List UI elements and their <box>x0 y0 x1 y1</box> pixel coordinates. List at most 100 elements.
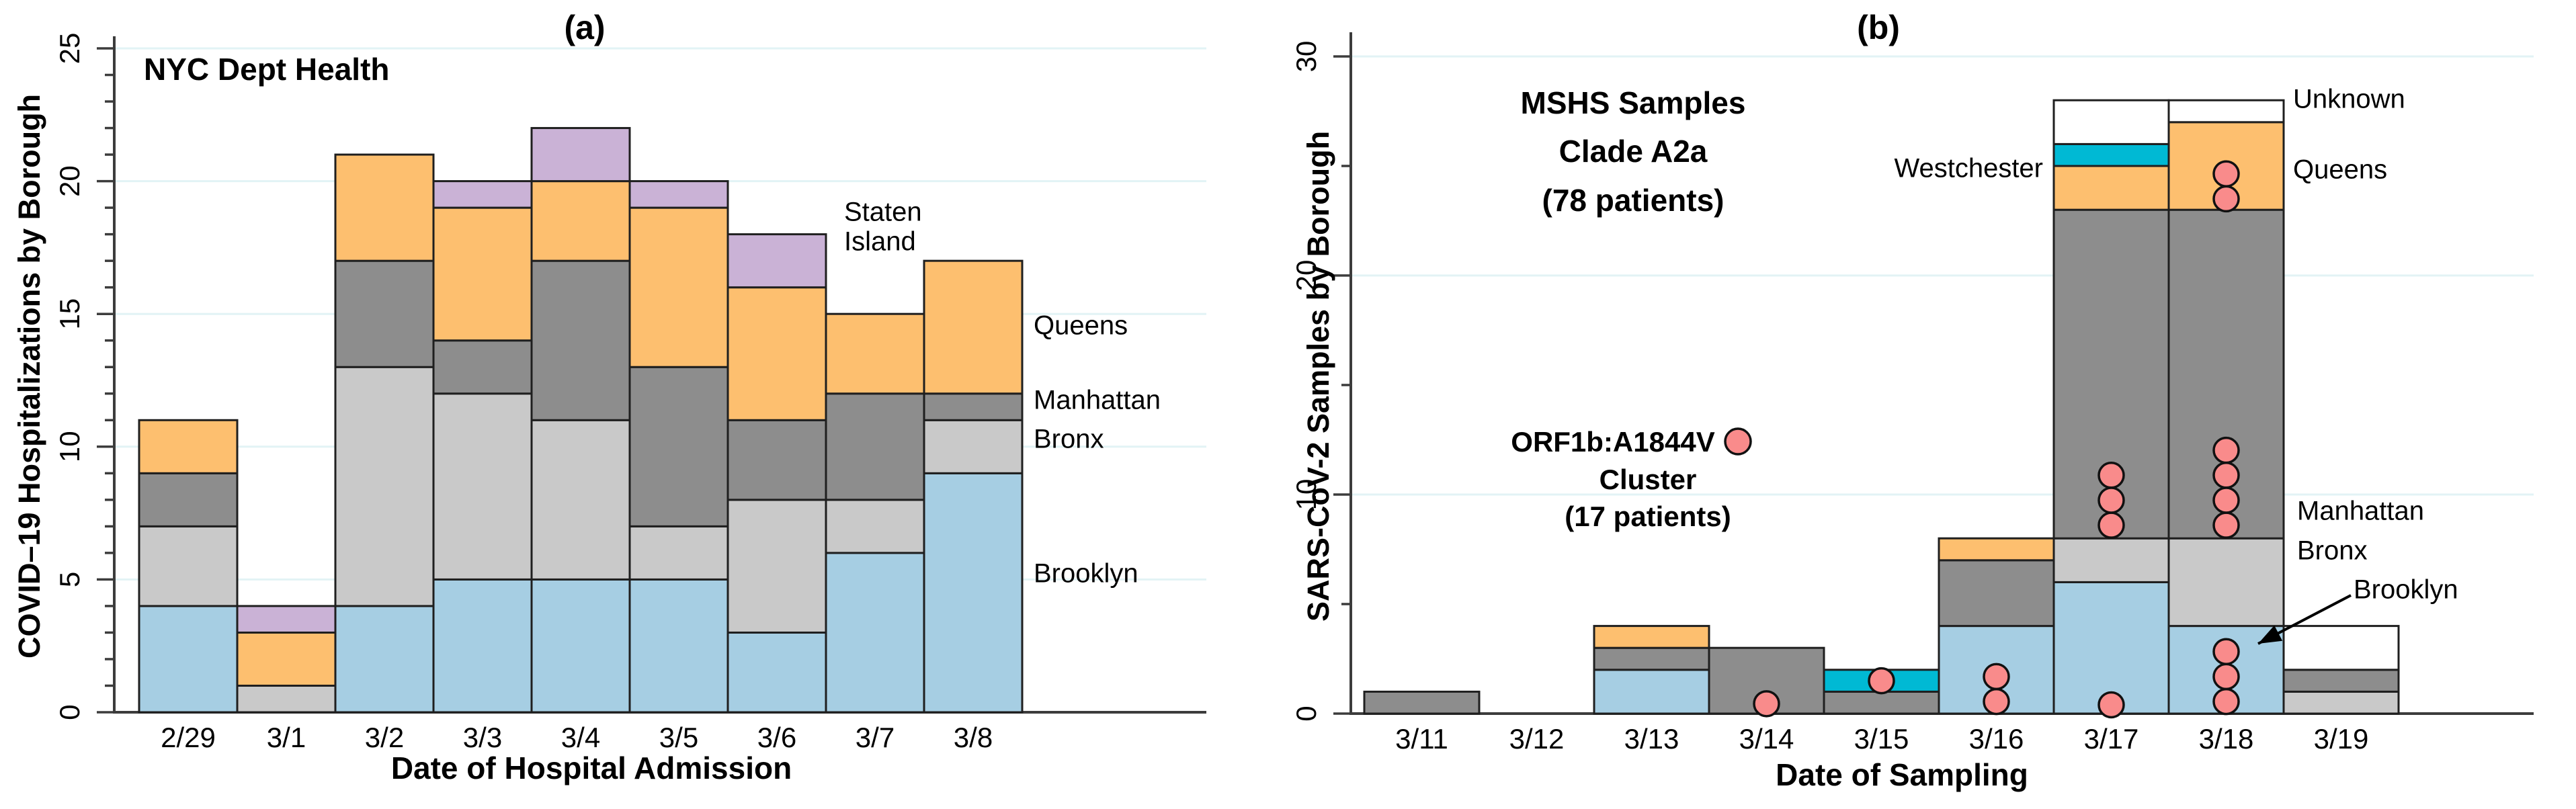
cluster-annotation-line2: Cluster <box>1599 464 1697 495</box>
series-label-b-queens: Queens <box>2293 155 2387 185</box>
bar-segment-a-3/3-manhattan <box>432 339 533 395</box>
bar-segment-a-3/5-brooklyn <box>628 578 729 714</box>
bar-segment-a-3/1-queens <box>236 631 337 687</box>
x-tick-label-a-3/5: 3/5 <box>659 722 698 753</box>
bar-segment-b-3/13-manhattan <box>1593 646 1710 671</box>
bar-segment-a-3/5-manhattan <box>628 366 729 527</box>
series-label-b-unknown: Unknown <box>2293 85 2405 114</box>
brooklyn-arrow-head <box>2258 625 2283 644</box>
x-tick-label-b-3/15: 3/15 <box>1854 723 1909 755</box>
bar-segment-b-3/13-queens <box>1593 625 1710 649</box>
y-tick-label-a-20: 20 <box>54 165 85 197</box>
x-tick-label-a-3/7: 3/7 <box>856 722 895 753</box>
bar-segment-a-3/6-queens <box>726 286 827 421</box>
cluster-dot-3/18 <box>2212 511 2240 539</box>
panel-b-title-line1: MSHS Samples <box>1520 85 1746 120</box>
cluster-dot-3/18 <box>2212 160 2240 187</box>
series-label-a-staten: Staten <box>844 198 922 227</box>
series-label-a-manhattan: Manhattan <box>1034 386 1161 415</box>
series-label-b-westchester: Westchester <box>1894 154 2043 183</box>
panel-b-label: (b) <box>1857 9 1900 46</box>
bar-segment-a-3/2-manhattan <box>334 259 435 368</box>
panel-a-y-axis-label: COVID–19 Hospitalizations by Borough <box>12 93 46 659</box>
bar-segment-b-3/16-manhattan <box>1938 559 2055 628</box>
bar-segment-a-3/5-bronx <box>628 525 729 581</box>
series-label-b-brooklyn: Brooklyn <box>2354 575 2458 605</box>
x-tick-label-a-3/6: 3/6 <box>757 722 796 753</box>
y-tick-label-a-10: 10 <box>54 431 85 462</box>
bar-segment-a-3/6-brooklyn <box>726 631 827 714</box>
cluster-dot-3/18 <box>2212 185 2240 213</box>
bar-segment-a-3/8-brooklyn <box>923 472 1024 714</box>
panel-a-x-axis-label: Date of Hospital Admission <box>390 751 792 785</box>
bar-segment-a-3/1-bronx <box>236 684 337 714</box>
bar-segment-a-3/3-staten-island <box>432 180 533 209</box>
panel-a-label: (a) <box>564 9 606 46</box>
bar-segment-a-2/29-queens <box>138 419 239 474</box>
bar-segment-a-3/6-staten-island <box>726 233 827 289</box>
series-label-a-queens: Queens <box>1034 311 1128 341</box>
cluster-dot-3/18 <box>2212 687 2240 716</box>
bar-segment-b-3/13-brooklyn <box>1593 669 1710 715</box>
cluster-annotation-line3: (17 patients) <box>1565 501 1731 532</box>
bar-segment-b-3/19-bronx <box>2282 690 2400 715</box>
bar-segment-b-3/17-queens <box>2052 165 2170 211</box>
bar-segment-a-3/6-manhattan <box>726 419 827 501</box>
bar-segment-a-3/8-bronx <box>923 419 1024 474</box>
bar-segment-a-3/6-bronx <box>726 499 827 634</box>
x-tick-label-b-3/13: 3/13 <box>1624 723 1679 755</box>
cluster-dot-3/17 <box>2097 486 2125 514</box>
panel-a-title: NYC Dept Health <box>144 52 390 87</box>
y-tick-label-a-25: 25 <box>54 33 85 65</box>
x-tick-label-a-3/2: 3/2 <box>365 722 404 753</box>
x-tick-label-b-3/19: 3/19 <box>2314 723 2369 755</box>
bar-segment-a-2/29-manhattan <box>138 472 239 527</box>
cluster-dot-3/18 <box>2212 462 2240 489</box>
cluster-annotation-line1: ORF1b:A1844V <box>1511 426 1715 458</box>
x-tick-label-b-3/14: 3/14 <box>1739 723 1794 755</box>
x-tick-label-b-3/17: 3/17 <box>2084 723 2139 755</box>
y-tick-label-b-30: 30 <box>1290 41 1322 73</box>
bar-segment-a-3/2-brooklyn <box>334 605 435 714</box>
panel-b-title-line2: Clade A2a <box>1559 134 1708 169</box>
bar-segment-a-3/2-queens <box>334 153 435 262</box>
series-label-a-brooklyn: Brooklyn <box>1034 559 1138 589</box>
y-tick-label-a-5: 5 <box>54 572 85 587</box>
x-tick-label-a-3/3: 3/3 <box>463 722 502 753</box>
x-tick-label-b-3/11: 3/11 <box>1395 723 1448 755</box>
bar-segment-a-3/4-brooklyn <box>530 578 631 714</box>
bar-segment-a-3/1-staten-island <box>236 605 337 634</box>
bar-segment-a-3/7-bronx <box>825 499 925 554</box>
cluster-dot-3/18 <box>2212 436 2240 464</box>
cluster-dot-3/16 <box>1983 663 2010 691</box>
bar-segment-b-3/19-unknown <box>2282 625 2400 671</box>
x-tick-label-b-3/16: 3/16 <box>1969 723 2024 755</box>
series-label-a-bronx: Bronx <box>1034 425 1104 454</box>
bar-segment-a-3/5-staten-island <box>628 180 729 209</box>
cluster-dot-3/18 <box>2212 663 2240 691</box>
x-tick-label-b-3/18: 3/18 <box>2199 723 2254 755</box>
panel-b-title-line3: (78 patients) <box>1542 183 1725 218</box>
bar-segment-a-3/8-queens <box>923 259 1024 395</box>
bar-segment-a-3/3-brooklyn <box>432 578 533 714</box>
bar-segment-a-3/4-bronx <box>530 419 631 581</box>
cluster-annotation-dot <box>1724 427 1752 456</box>
series-label-b-manhattan: Manhattan <box>2297 497 2424 526</box>
bar-segment-b-3/17-westchester <box>2052 142 2170 167</box>
cluster-dot-3/15 <box>1868 667 1895 695</box>
bar-segment-a-3/7-brooklyn <box>825 552 925 714</box>
cluster-dot-3/17 <box>2097 462 2125 489</box>
x-tick-label-a-3/1: 3/1 <box>267 722 306 753</box>
cluster-dot-3/17 <box>2097 511 2125 539</box>
bar-segment-a-3/4-staten-island <box>530 127 631 183</box>
cluster-dot-3/18 <box>2212 486 2240 514</box>
cluster-dot-3/18 <box>2212 638 2240 665</box>
bar-segment-a-3/7-manhattan <box>825 392 925 501</box>
bar-segment-a-2/29-brooklyn <box>138 605 239 714</box>
bar-segment-b-3/18-unknown <box>2167 99 2285 124</box>
bar-segment-a-3/7-queens <box>825 312 925 395</box>
panel-b-y-axis-label: SARS-CoV-2 Samples by Borough <box>1301 130 1335 622</box>
y-tick-label-a-0: 0 <box>54 704 85 720</box>
